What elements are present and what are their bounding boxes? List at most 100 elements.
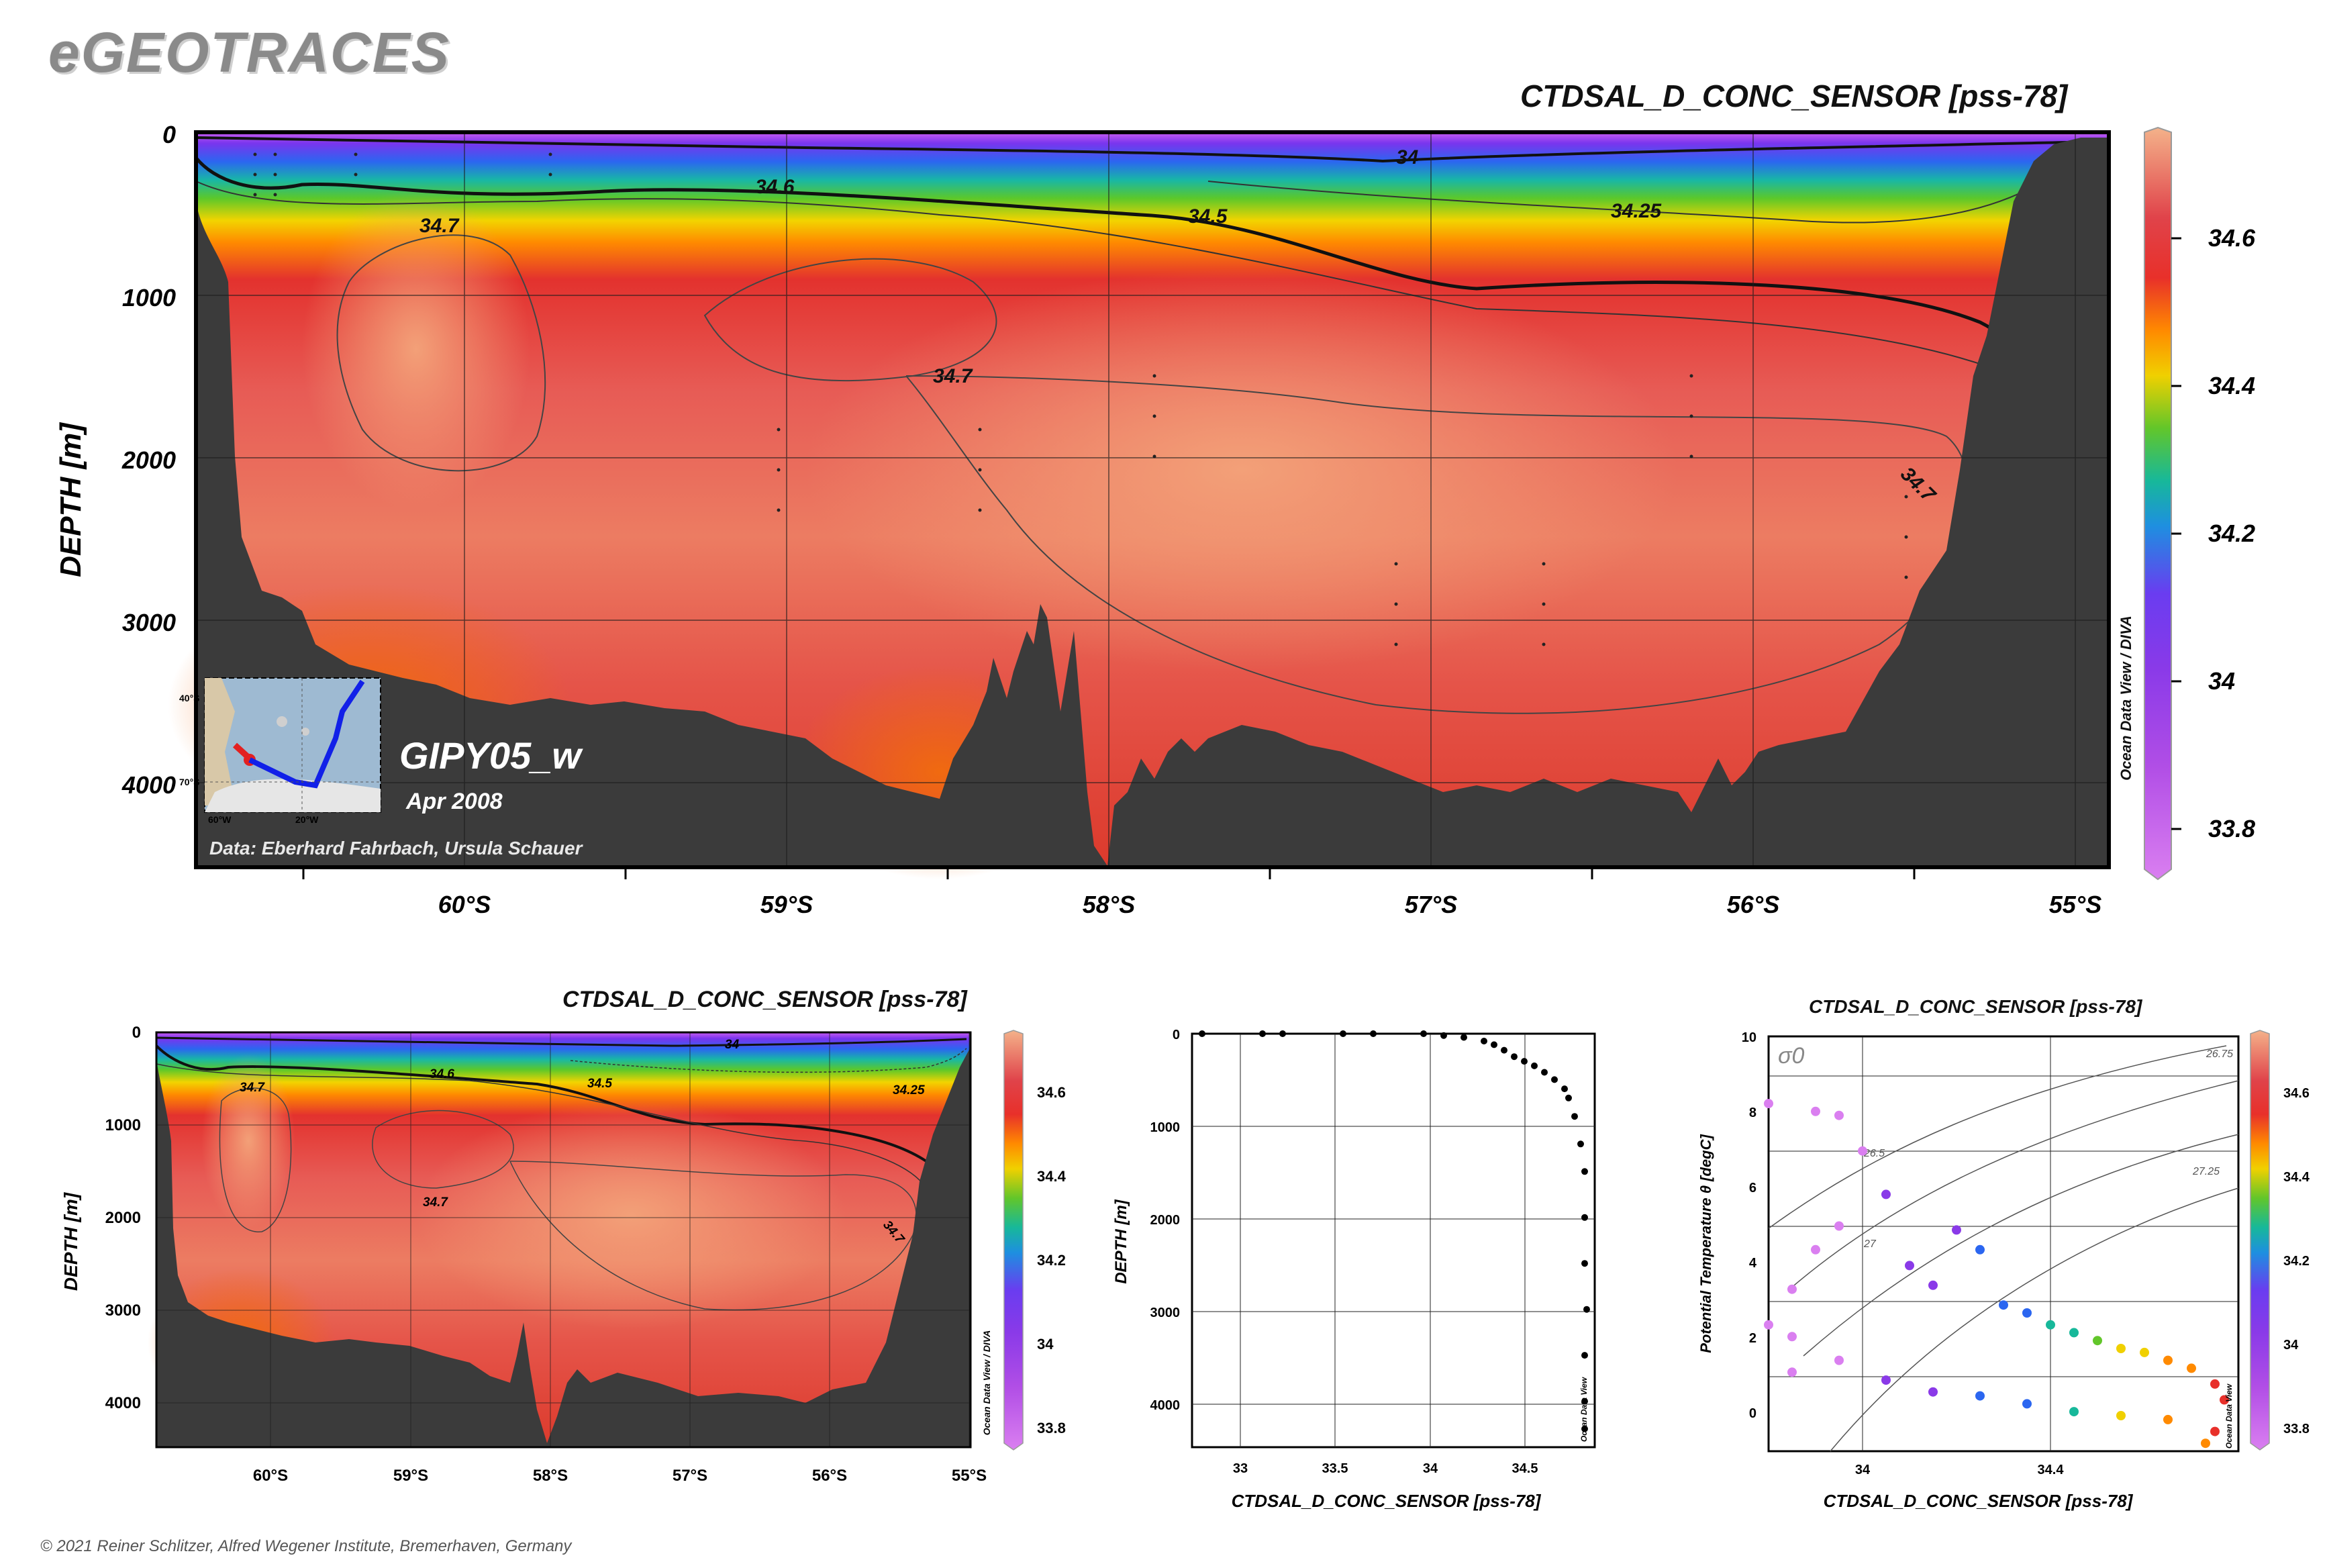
ts-x-tick-34: 34	[1855, 1463, 1871, 1477]
main-colorbar-tick-34-6: 34.6	[2208, 224, 2256, 252]
main-x-tick-56S: 56°S	[1727, 891, 1779, 918]
ts-point	[1905, 1261, 1914, 1271]
inset-lon-20W: 20°W	[295, 814, 319, 825]
small-contour-label-34-5: 34.5	[587, 1077, 612, 1091]
ts-colorbar-tick-34-2: 34.2	[2283, 1254, 2310, 1269]
ts-point	[1834, 1110, 1844, 1120]
ts-colorbar-tick-34-6: 34.6	[2283, 1086, 2310, 1101]
main-x-minor-ticks	[302, 867, 1916, 879]
ts-points	[1764, 1099, 2229, 1449]
ts-point	[1787, 1332, 1797, 1342]
ts-y-tick-6: 6	[1749, 1181, 1756, 1195]
profile-point	[1581, 1398, 1588, 1405]
profile-point	[1581, 1425, 1588, 1432]
profile-point	[1581, 1168, 1588, 1175]
ts-point	[2022, 1308, 2032, 1318]
profile-y-tick-4000: 4000	[1150, 1398, 1181, 1413]
main-contour-label-34-25: 34.25	[1611, 200, 1662, 222]
ts-frame	[1767, 1035, 2240, 1453]
main-colorbar-tick-34-2: 34.2	[2208, 520, 2255, 547]
ts-y-tick-0: 0	[1749, 1406, 1756, 1421]
small-contour-34-7-mid	[372, 1110, 514, 1189]
main-data-credit: Data: Eberhard Fahrbach, Ursula Schauer	[209, 838, 584, 859]
ts-y-tick-8: 8	[1749, 1106, 1756, 1120]
ts-isopycnal-label-26-5: 26.5	[1863, 1148, 1885, 1159]
inset-lon-60W: 60°W	[208, 814, 232, 825]
main-contour-34	[195, 136, 2068, 163]
small-colorbar-tick-33-8: 33.8	[1037, 1420, 1066, 1436]
small-x-tick-57S: 57°S	[673, 1467, 707, 1485]
profile-x-tick-33: 33	[1233, 1461, 1248, 1476]
profile-odv-label: Ocean Data View	[1579, 1377, 1589, 1442]
profile-x-tick-34: 34	[1423, 1461, 1438, 1476]
profile-point	[1491, 1041, 1497, 1048]
small-contour-34-5	[155, 1044, 928, 1163]
profile-point	[1531, 1062, 1538, 1069]
profile-x-axis-label: CTDSAL_D_CONC_SENSOR [pss-78]	[1232, 1491, 1542, 1511]
ts-sigma-label: σ0	[1778, 1043, 1805, 1069]
profile-point	[1199, 1030, 1205, 1037]
small-x-tick-60S: 60°S	[253, 1467, 288, 1485]
brand-logo: eGEOTRACES	[48, 21, 450, 84]
ts-point	[1834, 1355, 1844, 1365]
small-contour-34-25	[570, 1048, 967, 1073]
ts-point	[2093, 1336, 2102, 1346]
ts-plot-title: CTDSAL_D_CONC_SENSOR [pss-78]	[1809, 996, 2142, 1017]
small-y-tick-2000: 2000	[105, 1209, 141, 1227]
small-contour-label-34-7-mid: 34.7	[423, 1195, 448, 1210]
main-x-tick-57S: 57°S	[1405, 891, 1457, 918]
ts-point	[2163, 1414, 2173, 1424]
main-y-tick-2000: 2000	[121, 446, 176, 474]
main-y-tick-3000: 3000	[122, 609, 176, 636]
ts-point	[1811, 1244, 1820, 1255]
small-odv-label: Ocean Data View / DIVA	[981, 1330, 992, 1435]
main-date-label: Apr 2008	[405, 789, 503, 814]
main-section-plot: 34 34.6 34.7 34.5 34.25 34.7 34.7 0 1000…	[54, 121, 2256, 918]
copyright: © 2021 Reiner Schlitzer, Alfred Wegener …	[40, 1537, 572, 1555]
main-y-tick-4000: 4000	[121, 771, 176, 799]
small-x-tick-55S: 55°S	[952, 1467, 987, 1485]
ts-point	[2069, 1407, 2079, 1417]
ts-colorbar-tick-33-8: 33.8	[2283, 1422, 2310, 1436]
ts-point	[2116, 1411, 2126, 1420]
small-section-plot: 34 34.6 34.7 34.5 34.25 34.7 34.7 0 1000…	[60, 1024, 1067, 1485]
main-warm-core-east	[805, 268, 1678, 671]
ts-point	[1928, 1387, 1938, 1397]
main-contour-34-7-mid	[703, 258, 997, 382]
profile-point	[1581, 1260, 1588, 1267]
ts-y-tick-2: 2	[1749, 1331, 1756, 1346]
ts-point	[2201, 1438, 2210, 1449]
ts-y-tick-10: 10	[1742, 1030, 1756, 1045]
main-contour-34-25	[1207, 174, 2054, 224]
small-warm-core-west	[201, 1054, 295, 1228]
profile-point	[1420, 1030, 1427, 1037]
profile-point	[1440, 1032, 1447, 1039]
small-y-tick-4000: 4000	[105, 1394, 141, 1412]
main-contour-34-6	[195, 181, 2014, 377]
main-contour-label-34-7-mid: 34.7	[933, 365, 973, 387]
main-colorbar	[2144, 126, 2172, 881]
ts-point	[1787, 1367, 1797, 1377]
main-colorbar-ticks	[2171, 237, 2181, 830]
ts-colorbar-tick-34: 34	[2283, 1338, 2299, 1353]
profile-y-tick-2000: 2000	[1150, 1213, 1181, 1228]
main-x-tick-60S: 60°S	[438, 891, 491, 918]
profile-point	[1581, 1352, 1588, 1359]
small-x-tick-56S: 56°S	[812, 1467, 847, 1485]
ts-isopycnals	[1768, 1045, 2239, 1452]
ts-point	[2187, 1363, 2196, 1373]
profile-grid	[1192, 1034, 1595, 1447]
profile-point	[1521, 1058, 1528, 1065]
ts-point	[2116, 1344, 2126, 1353]
main-y-tick-1000: 1000	[122, 284, 176, 311]
ts-point	[2046, 1320, 2055, 1330]
main-contour-label-34-5: 34.5	[1188, 205, 1228, 228]
main-inset-map: 40°S 70°S 60°W 20°W	[179, 677, 381, 825]
ts-point	[2069, 1328, 2079, 1338]
main-contour-34-7-west	[336, 234, 546, 472]
inset-lat-70S: 70°S	[179, 777, 200, 787]
small-warm-core-east	[416, 1101, 846, 1329]
small-y-axis-label: DEPTH [m]	[60, 1191, 81, 1291]
profile-point	[1571, 1113, 1578, 1120]
small-bathymetry	[156, 1047, 971, 1447]
